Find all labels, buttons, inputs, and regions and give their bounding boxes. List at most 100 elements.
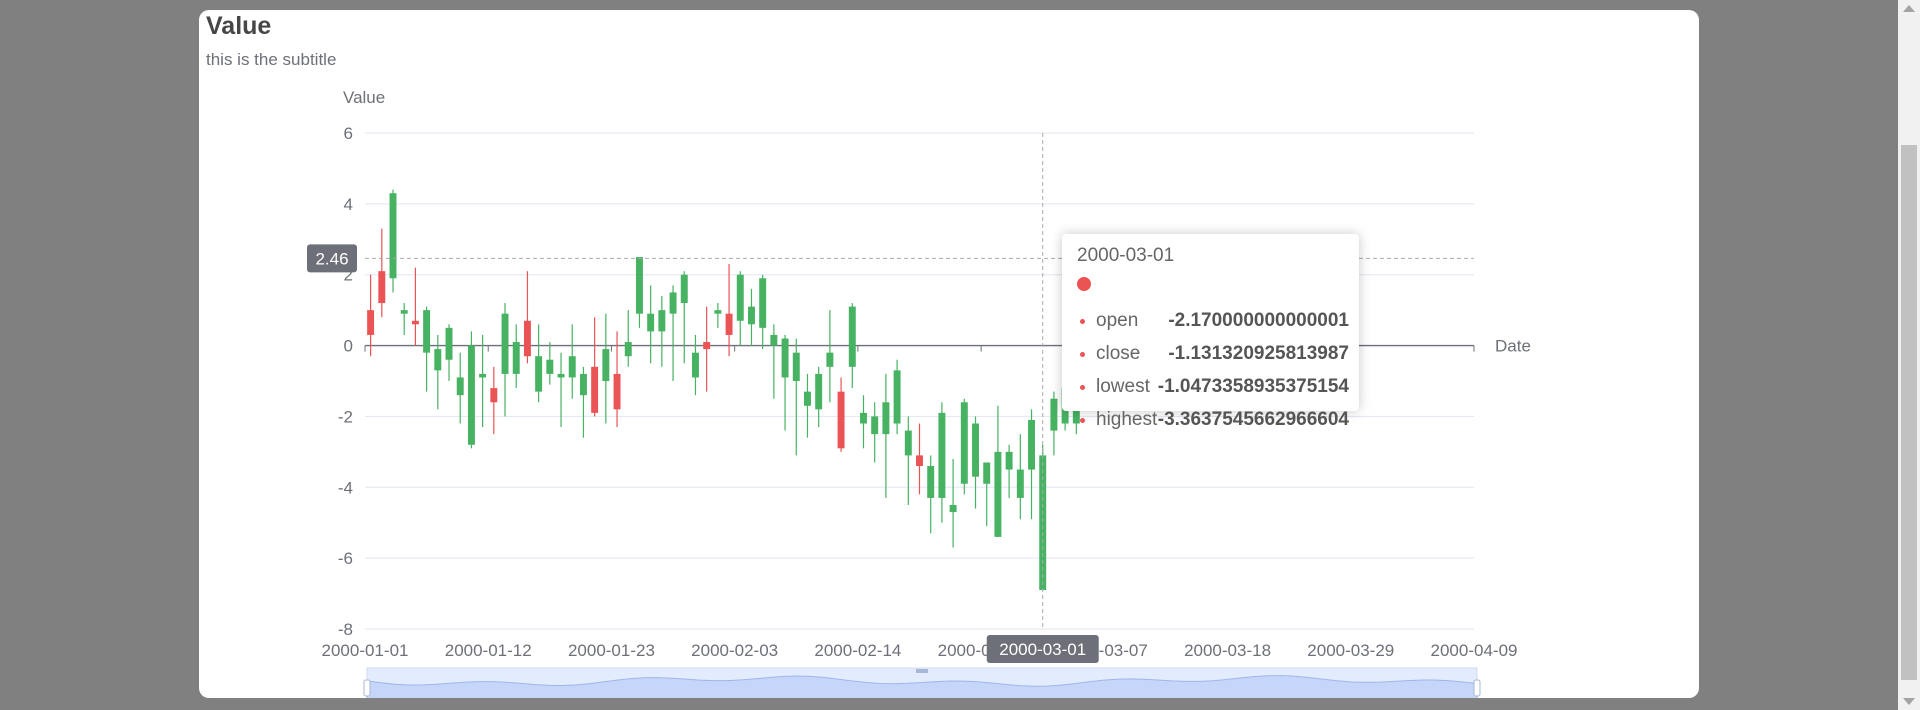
y-tick-label: 6 — [344, 124, 353, 143]
candle-body — [714, 310, 722, 314]
candle-body — [770, 334, 778, 346]
y-tick-label: 2 — [344, 266, 353, 285]
candle-body — [904, 430, 912, 456]
candle-body — [568, 356, 576, 378]
candle-body — [411, 320, 419, 325]
x-tick-label: 2000-01-12 — [445, 641, 532, 660]
candle-body — [747, 306, 755, 325]
candle-body — [456, 377, 464, 396]
candle-body — [658, 310, 666, 332]
x-tick-label: 2000-02-14 — [814, 641, 901, 660]
datazoom-drag-grip-icon — [916, 669, 928, 673]
bullet-icon — [1080, 385, 1085, 390]
candle-body — [557, 373, 565, 378]
x-tick-label: 2000-03-18 — [1184, 641, 1271, 660]
candle-body — [916, 455, 923, 467]
tooltip-label: close — [1096, 343, 1141, 364]
page-scrollbar[interactable] — [1898, 0, 1920, 710]
candle-body — [367, 310, 375, 335]
scroll-up-arrow-icon[interactable] — [1903, 5, 1915, 12]
candle-body — [523, 320, 531, 357]
bullet-icon — [1080, 418, 1085, 423]
chart-card: Value this is the subtitle 6 4 2 0 -2 -4 -6 -8 V… — [199, 10, 1699, 698]
candle-body — [949, 505, 957, 513]
candle-body — [792, 352, 800, 381]
scrollbar-thumb[interactable] — [1901, 145, 1917, 680]
candle-body — [400, 310, 408, 314]
candle-body — [680, 274, 688, 304]
tooltip-row-open: open -2.170000000000001 — [1077, 310, 1349, 334]
candle-body — [501, 313, 509, 374]
candle-body — [1016, 469, 1024, 498]
candle-body — [871, 416, 879, 435]
candle-body — [860, 412, 867, 424]
candle-body — [378, 271, 386, 304]
y-tick-label: 0 — [344, 337, 353, 356]
candle-body — [434, 349, 442, 371]
candle-body — [591, 366, 599, 413]
candle-body — [759, 278, 767, 328]
x-tick-label: 2000-03-29 — [1307, 641, 1394, 660]
tooltip-label: open — [1096, 310, 1139, 331]
bullet-icon — [1080, 319, 1085, 324]
candle-body — [927, 466, 935, 498]
scroll-down-arrow-icon[interactable] — [1903, 698, 1915, 705]
datazoom-preview-area — [366, 675, 1478, 698]
candle-body — [691, 352, 699, 378]
candle-body — [882, 402, 890, 435]
candle-body — [579, 373, 587, 396]
tooltip-row-lowest: lowest -1.0473358935375154 — [1077, 376, 1349, 400]
candle-body — [848, 306, 856, 367]
candle-body — [490, 388, 498, 403]
y-tick-label: -8 — [338, 620, 353, 639]
candle-body — [983, 462, 991, 484]
candle-body — [837, 391, 845, 449]
candle-body — [512, 342, 520, 374]
tooltip-value: -2.170000000000001 — [1168, 310, 1349, 331]
candle-body — [725, 313, 733, 335]
y-tick-label: 4 — [344, 195, 353, 214]
candle-body — [826, 352, 834, 367]
y-tick-label: -6 — [338, 549, 353, 568]
tooltip-value: -3.3637545662966604 — [1157, 409, 1349, 430]
candle-body — [624, 342, 632, 357]
tooltip-series-marker — [1077, 277, 1091, 291]
candle-body — [972, 423, 979, 477]
y-tick-label: -4 — [338, 478, 353, 497]
candle-body — [535, 356, 543, 392]
candlestick-chart[interactable]: 6 4 2 0 -2 -4 -6 -8 Value Date 2000-01-01 2000-01-1… — [199, 10, 1699, 698]
x-axis-label: Date — [1495, 337, 1531, 356]
candle-body — [389, 193, 397, 279]
candle-body — [1039, 455, 1047, 591]
y-tick-label: -2 — [338, 407, 353, 426]
candle-body — [815, 373, 823, 410]
tooltip-value: -1.0473358935375154 — [1157, 376, 1349, 397]
candle-body — [960, 402, 968, 484]
bullet-icon — [1080, 352, 1085, 357]
candle-body — [994, 451, 1002, 537]
candle-body — [467, 345, 475, 445]
tooltip-label: lowest — [1096, 376, 1150, 397]
datazoom-left-handle — [363, 679, 371, 697]
candle-body — [1028, 419, 1035, 470]
tooltip: 2000-03-01 open -2.170000000000001 close… — [1062, 234, 1359, 430]
chart-title: Value — [206, 12, 272, 40]
candle-body — [669, 292, 677, 314]
pointer-y-badge — [307, 244, 357, 273]
x-tick-label: 2000-01-23 — [568, 641, 655, 660]
pointer-x-value: 2000-03-01 — [999, 640, 1086, 659]
x-tick-label: 2000-02-03 — [691, 641, 778, 660]
candle-body — [703, 342, 711, 350]
candle-body — [613, 373, 621, 410]
chart-subtitle: this is the subtitle — [206, 50, 337, 69]
y-axis-label: Value — [343, 88, 385, 107]
tooltip-date: 2000-03-01 — [1077, 245, 1175, 266]
candle-body — [647, 313, 655, 332]
x-tick-label: 2000-04-09 — [1431, 641, 1518, 660]
candle-body — [1005, 451, 1013, 470]
tooltip-value: -1.131320925813987 — [1168, 343, 1349, 364]
candle-body — [479, 373, 487, 378]
datazoom-right-handle — [1473, 679, 1481, 697]
candle-body — [1050, 398, 1058, 431]
candle-body — [423, 310, 431, 353]
